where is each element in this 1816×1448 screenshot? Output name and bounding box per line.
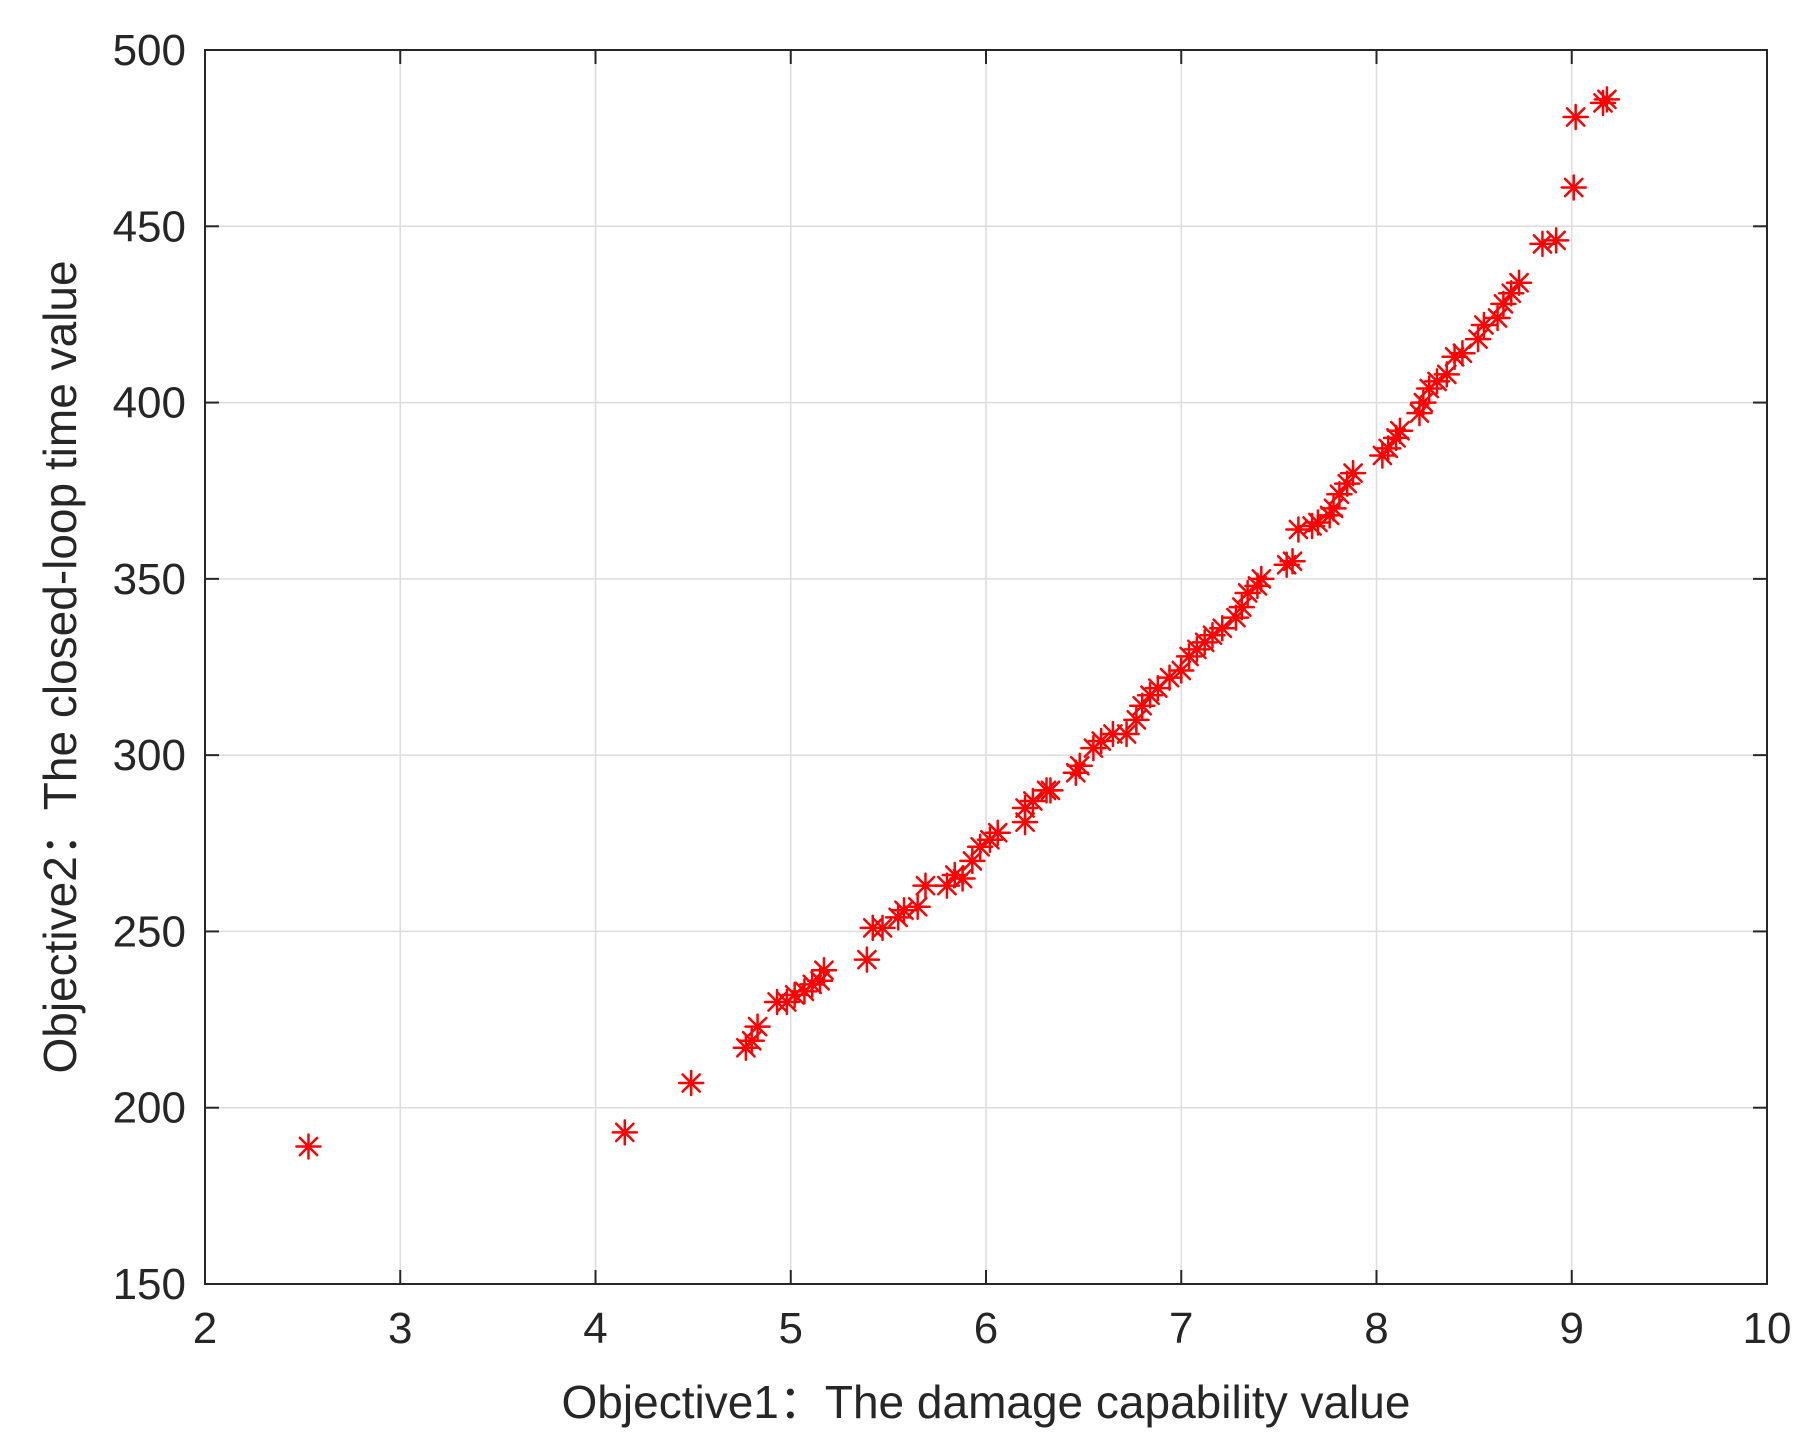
y-tick-label: 500 xyxy=(113,26,186,75)
data-point xyxy=(1560,174,1587,201)
data-point xyxy=(1062,759,1090,787)
x-tick-label: 4 xyxy=(583,1304,607,1353)
data-point xyxy=(912,872,939,899)
data-point xyxy=(1156,664,1183,691)
data-point xyxy=(744,1013,771,1040)
data-point xyxy=(781,981,808,1009)
data-point xyxy=(1087,727,1115,755)
data-point xyxy=(1066,752,1093,779)
x-tick-label: 10 xyxy=(1743,1304,1792,1353)
data-point xyxy=(1316,502,1343,529)
data-points xyxy=(295,86,1621,1160)
data-point xyxy=(949,865,976,892)
data-point xyxy=(853,946,881,973)
data-point xyxy=(1562,103,1589,131)
data-point xyxy=(1505,269,1533,296)
x-tick-label: 6 xyxy=(974,1304,998,1353)
data-point xyxy=(1279,547,1306,575)
data-point xyxy=(295,1133,322,1160)
data-point xyxy=(1144,674,1172,702)
axis-ticks: 2 3 4 5 6 7 8 9 10 150 200 250 300 350 400 450 500 xyxy=(113,26,1792,1353)
data-point xyxy=(1113,720,1140,748)
x-tick-label: 3 xyxy=(388,1304,412,1353)
data-point xyxy=(1326,480,1353,508)
y-tick-label: 400 xyxy=(113,379,186,428)
data-point xyxy=(1593,86,1621,113)
data-point xyxy=(1382,424,1410,452)
data-point xyxy=(1037,777,1064,804)
x-tick-label: 5 xyxy=(779,1304,803,1353)
y-tick-label: 250 xyxy=(113,907,186,956)
data-point xyxy=(984,819,1011,846)
data-point xyxy=(611,1119,639,1146)
x-axis-label: Objective1：The damage capability value xyxy=(562,1376,1411,1428)
data-point xyxy=(1019,787,1047,815)
data-point xyxy=(1209,614,1236,642)
data-point xyxy=(1234,579,1261,607)
data-point xyxy=(1433,361,1461,388)
x-tick-label: 9 xyxy=(1560,1304,1584,1353)
data-point xyxy=(1449,339,1476,367)
data-point xyxy=(1248,565,1275,593)
x-tick-label: 8 xyxy=(1364,1304,1388,1353)
y-axis-label: Objective2：The closed-loop time value xyxy=(34,260,86,1073)
data-point xyxy=(933,872,961,899)
grid-lines xyxy=(205,50,1767,1284)
data-point xyxy=(677,1069,705,1097)
data-point xyxy=(904,893,931,920)
y-tick-label: 350 xyxy=(113,555,186,604)
data-point xyxy=(1128,692,1156,720)
data-point xyxy=(1244,572,1271,600)
data-point xyxy=(1386,417,1414,445)
x-tick-label: 2 xyxy=(193,1304,217,1353)
y-tick-label: 450 xyxy=(113,202,186,251)
y-tick-label: 150 xyxy=(113,1260,186,1309)
x-tick-label: 7 xyxy=(1169,1304,1193,1353)
data-point xyxy=(869,914,896,942)
data-point xyxy=(1339,459,1367,487)
data-point xyxy=(1542,227,1570,254)
y-tick-label: 300 xyxy=(113,731,186,780)
data-point xyxy=(810,956,838,984)
data-point xyxy=(1470,311,1498,339)
y-tick-label: 200 xyxy=(113,1084,186,1133)
